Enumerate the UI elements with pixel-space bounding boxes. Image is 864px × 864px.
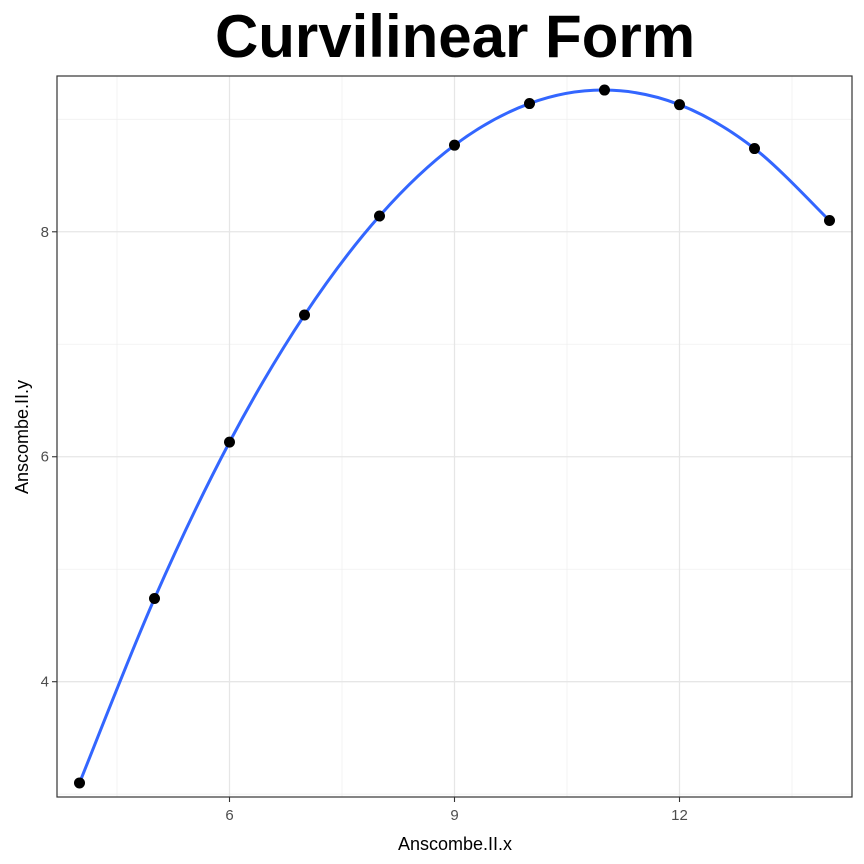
x-tick-label: 9 — [450, 807, 458, 824]
y-axis-title: Anscombe.II.y — [12, 380, 32, 494]
data-point — [149, 592, 160, 604]
data-point — [674, 99, 685, 111]
y-tick-label: 6 — [41, 449, 49, 466]
chart-title: Curvilinear Form — [215, 3, 695, 70]
grid-lines — [57, 76, 852, 797]
data-point — [749, 143, 760, 155]
data-point — [449, 139, 460, 151]
smooth-line — [78, 88, 831, 785]
x-tick-label: 6 — [225, 807, 233, 824]
smooth-line-layer — [78, 88, 831, 785]
x-axis-title: Anscombe.II.x — [398, 834, 512, 854]
data-point — [224, 436, 235, 448]
data-point — [524, 98, 535, 110]
data-point — [374, 210, 385, 222]
points-layer — [74, 84, 835, 789]
data-point — [74, 777, 85, 789]
data-point — [824, 215, 835, 227]
data-point — [299, 309, 310, 321]
axes-layer: 6 9 12 4 6 8 — [41, 224, 688, 824]
x-tick-label: 12 — [671, 807, 688, 824]
y-tick-label: 8 — [41, 224, 49, 241]
data-point — [599, 84, 610, 96]
y-tick-label: 4 — [41, 674, 49, 691]
